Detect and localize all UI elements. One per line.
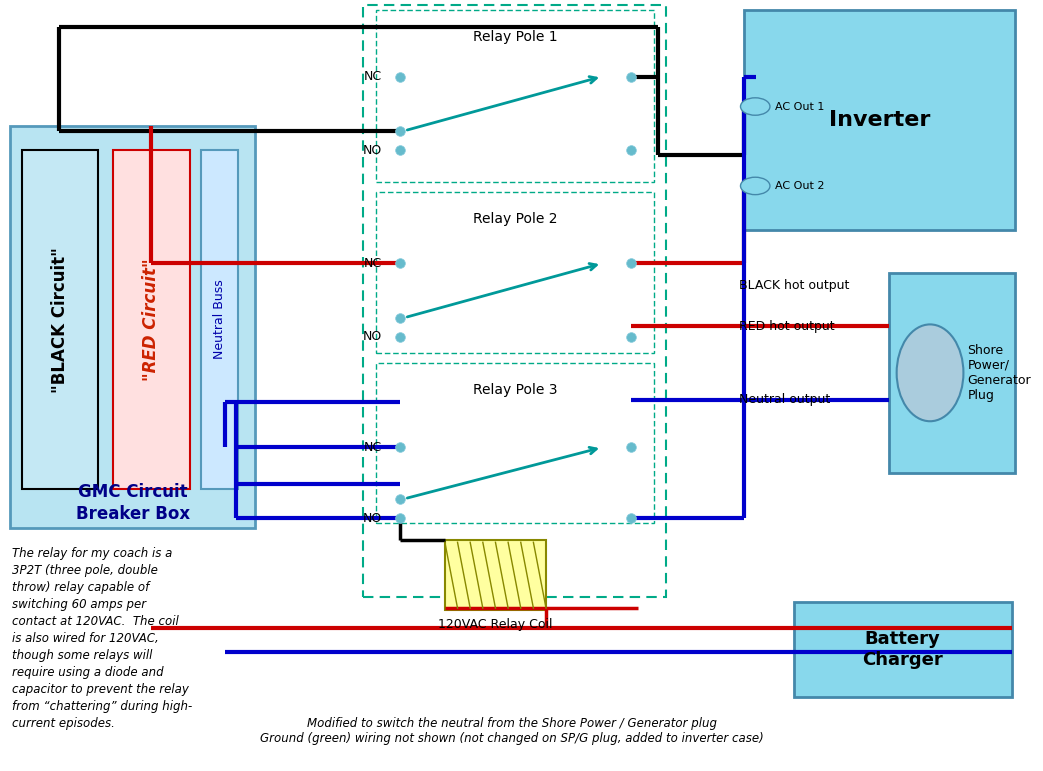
Text: RED hot output: RED hot output (738, 320, 834, 333)
Text: Relay Pole 1: Relay Pole 1 (472, 30, 557, 44)
FancyBboxPatch shape (201, 150, 238, 489)
FancyBboxPatch shape (22, 150, 98, 489)
Text: AC Out 1: AC Out 1 (775, 102, 824, 112)
Text: NO: NO (363, 512, 382, 524)
Text: Battery
Charger: Battery Charger (863, 631, 943, 669)
Text: NO: NO (363, 331, 382, 344)
Text: Shore
Power/
Generator
Plug: Shore Power/ Generator Plug (967, 344, 1030, 402)
Text: Neutral output: Neutral output (738, 393, 830, 406)
Text: Modified to switch the neutral from the Shore Power / Generator plug
Ground (gre: Modified to switch the neutral from the … (261, 716, 765, 745)
FancyBboxPatch shape (445, 540, 547, 610)
Text: GMC Circuit
Breaker Box: GMC Circuit Breaker Box (75, 483, 190, 523)
Text: AC Out 2: AC Out 2 (775, 181, 824, 191)
Text: 120VAC Relay Coil: 120VAC Relay Coil (438, 618, 553, 631)
Text: NC: NC (364, 257, 382, 270)
FancyBboxPatch shape (113, 150, 190, 489)
Text: "BLACK Circuit": "BLACK Circuit" (51, 247, 69, 392)
Ellipse shape (741, 98, 770, 115)
Text: BLACK hot output: BLACK hot output (738, 279, 849, 292)
FancyBboxPatch shape (745, 10, 1015, 231)
Text: The relay for my coach is a
3P2T (three pole, double
throw) relay capable of
swi: The relay for my coach is a 3P2T (three … (11, 547, 192, 730)
Ellipse shape (741, 177, 770, 194)
Text: NC: NC (364, 441, 382, 454)
FancyBboxPatch shape (794, 602, 1012, 697)
Text: "RED Circuit": "RED Circuit" (142, 258, 161, 381)
FancyBboxPatch shape (889, 273, 1015, 473)
Text: Inverter: Inverter (829, 110, 930, 130)
Text: Relay Pole 3: Relay Pole 3 (472, 383, 557, 397)
Ellipse shape (897, 325, 964, 421)
Text: Relay Pole 2: Relay Pole 2 (472, 212, 557, 226)
Text: NC: NC (364, 70, 382, 83)
Text: NO: NO (363, 143, 382, 157)
Text: Neutral Buss: Neutral Buss (213, 280, 226, 359)
FancyBboxPatch shape (9, 126, 256, 528)
